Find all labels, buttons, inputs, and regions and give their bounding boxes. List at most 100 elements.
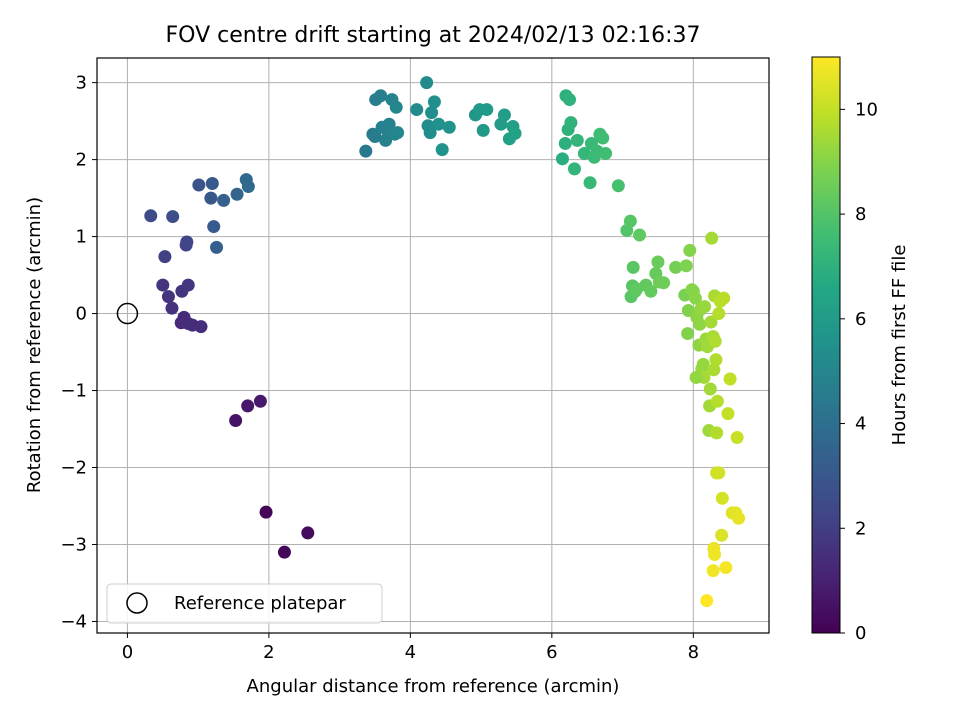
colorbar-ticks: 0 2 4 6 8 10 — [840, 99, 878, 644]
data-point — [204, 191, 218, 205]
data-point — [563, 93, 577, 107]
data-point — [564, 116, 578, 130]
data-point — [723, 372, 737, 386]
colorbar-label: Hours from first FF file — [889, 245, 910, 446]
data-point — [432, 117, 446, 131]
data-point — [704, 315, 718, 329]
data-point — [669, 260, 683, 274]
data-point — [708, 547, 722, 561]
data-point — [382, 117, 396, 131]
data-point — [301, 526, 315, 540]
data-point — [480, 103, 494, 117]
data-point — [359, 144, 373, 158]
data-point — [721, 407, 735, 421]
data-point — [181, 278, 195, 292]
colorbar-tick-label: 10 — [855, 99, 878, 120]
data-point — [241, 180, 255, 194]
y-axis-label: Rotation from reference (arcmin) — [24, 197, 45, 493]
y-tick-label: −2 — [60, 458, 87, 479]
data-point — [689, 370, 703, 384]
data-point — [555, 152, 569, 166]
legend-marker — [126, 592, 148, 614]
data-point — [161, 290, 175, 304]
data-point — [644, 284, 658, 298]
data-point — [577, 146, 591, 160]
legend-box — [106, 583, 383, 624]
data-point — [476, 123, 490, 137]
data-point — [599, 146, 613, 160]
x-tick-label: 8 — [688, 642, 699, 663]
data-point — [708, 334, 722, 348]
data-point — [194, 320, 208, 334]
data-point — [567, 162, 581, 176]
data-point — [423, 126, 437, 140]
y-tick-label: 3 — [76, 73, 87, 94]
data-point — [623, 214, 637, 228]
data-point — [229, 414, 243, 428]
x-tick-label: 6 — [546, 642, 557, 663]
data-point — [374, 89, 388, 103]
data-point — [389, 100, 403, 114]
scatter-points — [144, 76, 746, 608]
colorbar-tick-label: 4 — [855, 414, 866, 435]
data-point — [706, 564, 720, 578]
legend: Reference platepar — [106, 583, 383, 624]
data-point — [420, 76, 434, 90]
chart-title: FOV centre drift starting at 2024/02/13 … — [166, 23, 701, 48]
data-point — [368, 130, 382, 144]
data-point — [651, 255, 665, 269]
data-point — [679, 259, 693, 273]
data-point — [710, 426, 724, 440]
x-tick-label: 4 — [405, 642, 416, 663]
data-point — [583, 176, 597, 190]
data-point — [710, 394, 724, 408]
data-point — [425, 106, 439, 120]
y-tick-label: −1 — [60, 381, 87, 402]
data-point — [715, 491, 729, 505]
data-point — [611, 179, 625, 193]
x-tick-label: 2 — [263, 642, 274, 663]
data-point — [558, 136, 572, 150]
data-point — [715, 528, 729, 542]
colorbar-tick-label: 6 — [855, 309, 866, 330]
data-point — [712, 466, 726, 480]
data-point — [703, 382, 717, 396]
data-point — [712, 307, 726, 321]
data-point — [259, 505, 273, 519]
legend-entry-reference-platepar: Reference platepar — [174, 593, 346, 614]
colorbar — [811, 56, 841, 634]
x-axis-ticks: 0 2 4 6 8 — [122, 633, 699, 663]
data-point — [683, 243, 697, 257]
data-point — [192, 178, 206, 192]
data-point — [217, 193, 231, 207]
y-tick-label: −4 — [60, 611, 87, 632]
data-point — [158, 250, 172, 264]
colorbar-tick-label: 0 — [855, 623, 866, 644]
data-point — [730, 430, 744, 444]
data-point — [156, 278, 170, 292]
data-point — [657, 276, 671, 290]
x-tick-label: 0 — [122, 642, 133, 663]
y-tick-label: 2 — [76, 150, 87, 171]
data-point — [253, 394, 267, 408]
data-point — [707, 363, 721, 377]
data-point — [497, 108, 511, 122]
data-point — [166, 210, 180, 224]
data-point — [442, 120, 456, 134]
data-point — [698, 300, 712, 314]
data-point — [181, 317, 195, 331]
data-point — [570, 133, 584, 147]
data-point — [681, 327, 695, 341]
x-axis-label: Angular distance from reference (arcmin) — [247, 676, 620, 697]
data-point — [230, 187, 244, 201]
data-point — [626, 260, 640, 274]
data-point — [700, 594, 714, 608]
data-point — [391, 126, 405, 140]
data-point — [205, 176, 219, 190]
data-point — [427, 95, 441, 109]
data-point — [719, 561, 733, 575]
data-point — [210, 240, 224, 254]
data-point — [180, 235, 194, 249]
data-point — [693, 317, 707, 331]
